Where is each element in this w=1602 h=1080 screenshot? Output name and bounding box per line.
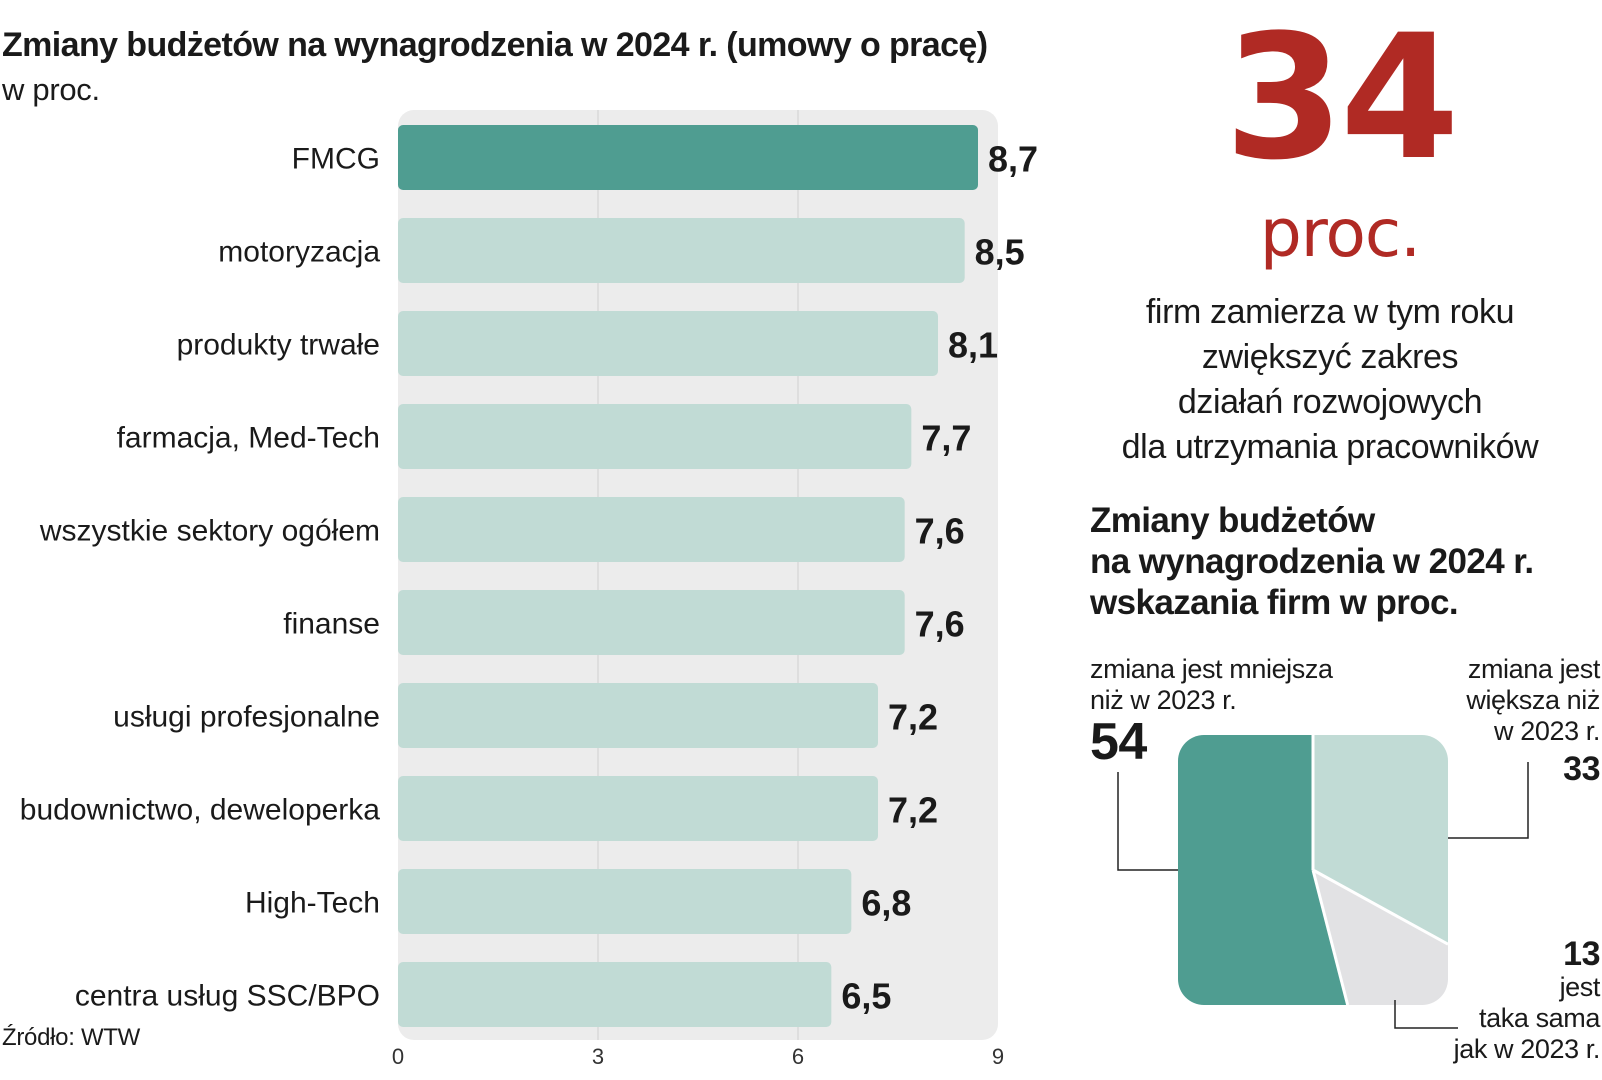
bar — [398, 776, 878, 841]
bar — [398, 683, 878, 748]
pie-divider — [1311, 869, 1350, 1005]
pie-title-line: Zmiany budżetów — [1090, 501, 1375, 540]
category-label: budownictwo, deweloperka — [20, 794, 381, 827]
pie-label-line: taka sama — [1479, 1003, 1600, 1033]
value-label: 6,5 — [841, 976, 891, 1017]
pie-label-line: zmiana jest — [1467, 654, 1601, 684]
category-label: FMCG — [292, 143, 380, 176]
pie-label-line: jest — [1559, 972, 1601, 1002]
pie-slice-less — [1178, 735, 1348, 1005]
pie-divider — [1312, 868, 1448, 946]
highlight-description-line: firm zamierza w tym roku — [1145, 293, 1515, 331]
pie-title-line: na wynagrodzenia w 2024 r. — [1090, 542, 1534, 581]
value-label: 6,8 — [861, 883, 911, 924]
bar — [398, 497, 905, 562]
highlight-unit: proc. — [1259, 195, 1421, 272]
category-label: centra usług SSC/BPO — [75, 980, 380, 1013]
pie-label-line: większa niż — [1466, 685, 1600, 715]
category-label: wszystkie sektory ogółem — [39, 515, 380, 548]
pie-chart-title: Zmiany budżetów na wynagrodzenia w 2024 … — [1090, 500, 1590, 623]
leader-line — [1394, 1000, 1458, 1029]
highlight-description-line: dla utrzymania pracowników — [1121, 428, 1539, 466]
highlight-description-line: działań rozwojowych — [1177, 383, 1483, 421]
pie-value-same: 13 — [1563, 935, 1600, 973]
pie-label-less: zmiana jest mniejsza niż w 2023 r. — [1090, 654, 1333, 716]
pie-label-same: jest taka sama jak w 2023 r. — [1400, 972, 1601, 1065]
bar — [398, 125, 978, 190]
pie-label-line: w 2023 r. — [1494, 716, 1600, 746]
value-label: 7,2 — [888, 790, 938, 831]
x-tick-label: 0 — [392, 1044, 404, 1069]
bar — [398, 590, 905, 655]
leader-line — [1448, 762, 1529, 839]
pie-label-line: jak w 2023 r. — [1453, 1034, 1601, 1064]
pie-value-more: 33 — [1563, 750, 1600, 788]
value-label: 7,6 — [915, 511, 965, 552]
highlight-description-line: zwiększyć zakres — [1201, 338, 1459, 376]
chart-subtitle: w proc. — [2, 72, 100, 107]
x-tick-label: 9 — [992, 1044, 1004, 1069]
category-label: High-Tech — [245, 887, 380, 920]
pie-slices — [1178, 735, 1448, 1005]
category-label: farmacja, Med-Tech — [117, 422, 380, 455]
value-label: 7,6 — [915, 604, 965, 645]
bar — [398, 962, 832, 1027]
highlight-description: firm zamierza w tym roku zwiększyć zakre… — [1080, 290, 1580, 470]
value-label: 7,2 — [888, 697, 938, 738]
category-label: produkty trwałe — [177, 329, 380, 362]
value-label: 7,7 — [921, 418, 971, 459]
category-label: finanse — [283, 608, 380, 641]
pie-value-less: 54 — [1090, 713, 1147, 771]
source-note: Źródło: WTW — [2, 1024, 141, 1051]
bar — [398, 404, 912, 469]
category-label: motoryzacja — [218, 236, 380, 269]
bar — [398, 311, 938, 376]
highlight-number: 34 — [1224, 0, 1459, 198]
value-label: 8,1 — [948, 325, 998, 366]
pie-label-line: niż w 2023 r. — [1090, 685, 1237, 715]
leader-line — [1117, 772, 1178, 871]
pie-label-more: zmiana jest większa niż w 2023 r. — [1400, 654, 1600, 747]
x-tick-label: 6 — [792, 1044, 804, 1069]
chart-title: Zmiany budżetów na wynagrodzenia w 2024 … — [2, 26, 988, 64]
value-label: 8,5 — [975, 232, 1025, 273]
value-label: 8,7 — [988, 139, 1038, 180]
pie-title-line: wskazania firm w proc. — [1090, 583, 1459, 622]
pie-label-line: zmiana jest mniejsza — [1090, 654, 1333, 684]
pie-slice-same — [1313, 870, 1448, 1005]
x-tick-label: 3 — [592, 1044, 604, 1069]
bar — [398, 218, 965, 283]
pie-slice-more — [1313, 735, 1448, 945]
bar — [398, 869, 852, 934]
category-label: usługi profesjonalne — [113, 701, 380, 734]
